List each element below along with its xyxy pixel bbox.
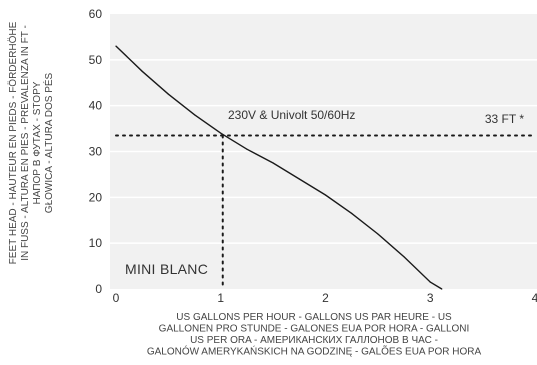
y-axis-label-line: FEET HEAD - HAUTEUR EN PIEDS - FÖRDERHÖH… bbox=[7, 21, 19, 264]
y-tick-label: 40 bbox=[89, 99, 103, 113]
y-axis-label-line: GŁOWICA - ALTURA DOS PÉS bbox=[42, 72, 55, 213]
data-point bbox=[193, 114, 196, 116]
series-line bbox=[115, 45, 443, 290]
x-axis-label: US GALLONS PER HOUR - GALLONS US PAR HEU… bbox=[147, 312, 482, 358]
data-point bbox=[220, 132, 222, 134]
y-tick-label: 20 bbox=[89, 190, 103, 204]
data-point bbox=[377, 233, 379, 235]
data-point bbox=[324, 194, 327, 196]
x-axis-label-line: GALLONEN PRO STUNDE - GALONES EUA POR HO… bbox=[159, 324, 470, 335]
series-points bbox=[115, 45, 443, 290]
y-axis-label-line: IN FUSS - ALTURA EN PIES - PREVALENZA IN… bbox=[20, 25, 31, 261]
data-point bbox=[115, 45, 117, 47]
data-point bbox=[141, 70, 143, 72]
data-point bbox=[298, 178, 300, 180]
y-tick-label: 50 bbox=[89, 53, 103, 67]
x-tick-label: 4 bbox=[532, 291, 537, 305]
x-tick-label: 0 bbox=[113, 291, 120, 305]
model-label: MINI BLANC bbox=[125, 261, 208, 277]
data-point bbox=[429, 281, 431, 283]
y-tick-label: 10 bbox=[89, 236, 103, 250]
data-point bbox=[403, 256, 405, 258]
x-axis-label-line: GALONÓW AMERYKAŃSKICH NA GODZINĘ - GALÕE… bbox=[147, 345, 482, 358]
data-point bbox=[272, 162, 274, 164]
data-point bbox=[351, 212, 353, 214]
x-tick-label: 3 bbox=[427, 291, 434, 305]
data-point bbox=[246, 148, 248, 150]
y-tick-labels: 0 10 20 30 40 50 60 bbox=[89, 7, 103, 296]
y-axis-label-line: НАПОР В ФУТАХ - STOPY bbox=[32, 81, 43, 204]
grid-lines bbox=[110, 59, 537, 244]
x-tick-labels: 0 1 2 3 4 bbox=[113, 291, 537, 305]
y-tick-label: 0 bbox=[95, 282, 102, 296]
x-axis-label-line: US GALLONS PER HOUR - GALLONS US PAR HEU… bbox=[176, 312, 452, 323]
y-axis-label: FEET HEAD - HAUTEUR EN PIEDS - FÖRDERHÖH… bbox=[7, 21, 55, 264]
x-axis-label-line: US PER ORA - АМЕРИКАНСКИХ ГАЛЛОНОВ В ЧАС… bbox=[190, 335, 438, 346]
x-tick-label: 1 bbox=[217, 291, 224, 305]
reference-line-label: 33 FT * bbox=[485, 112, 524, 126]
data-point bbox=[167, 93, 169, 95]
y-tick-label: 30 bbox=[89, 145, 103, 159]
x-tick-label: 2 bbox=[322, 291, 329, 305]
data-point bbox=[441, 288, 443, 290]
y-tick-label: 60 bbox=[89, 7, 103, 21]
curve-label: 230V & Univolt 50/60Hz bbox=[228, 108, 355, 122]
